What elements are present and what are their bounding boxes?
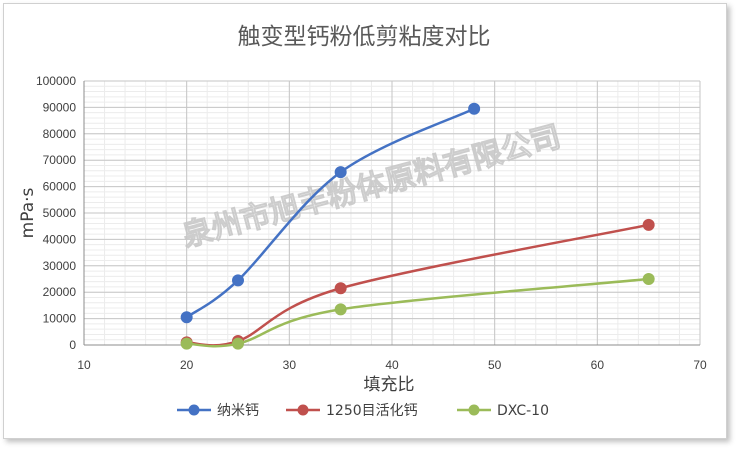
x-tick-label: 20 xyxy=(180,358,194,372)
y-tick-label: 80000 xyxy=(43,127,77,141)
y-tick-labels: 0 10000 20000 30000 40000 50000 60000 70000 8000… xyxy=(36,74,76,352)
data-point xyxy=(232,337,244,350)
data-point xyxy=(642,273,655,285)
series-0 xyxy=(180,102,481,324)
y-tick-label: 60000 xyxy=(43,180,77,194)
y-axis-title: mPa·s xyxy=(18,187,38,238)
y-tick-label: 90000 xyxy=(43,100,77,114)
y-tick-label: 50000 xyxy=(43,206,77,220)
legend-label: 纳米钙 xyxy=(217,403,259,419)
data-point xyxy=(180,337,193,350)
legend-swatch-marker xyxy=(188,404,200,416)
x-tick-label: 40 xyxy=(385,358,399,372)
x-axis-title: 填充比 xyxy=(364,375,415,395)
y-tick-label: 30000 xyxy=(43,259,77,273)
y-tick-label: 20000 xyxy=(43,285,77,299)
legend-item: 纳米钙 xyxy=(177,403,259,419)
x-tick-label: 30 xyxy=(283,358,297,372)
legend-label: DXC-10 xyxy=(497,403,549,419)
x-tick-label: 70 xyxy=(693,358,707,372)
data-point xyxy=(180,311,193,324)
chart-frame xyxy=(3,3,727,439)
x-tick-label: 60 xyxy=(591,358,605,372)
series-line xyxy=(185,107,475,319)
legend-label: 1250目活化钙 xyxy=(326,403,418,419)
y-tick-label: 10000 xyxy=(43,312,77,326)
x-tick-labels: 10 20 30 40 50 60 70 xyxy=(77,358,707,372)
grid-lines xyxy=(83,80,701,346)
y-tick-label: 40000 xyxy=(43,232,77,246)
legend-swatch-marker xyxy=(297,404,309,416)
y-tick-label: 70000 xyxy=(43,153,77,167)
legend-swatch-marker xyxy=(468,404,480,416)
data-point xyxy=(334,282,347,295)
x-tick-label: 50 xyxy=(488,358,502,372)
y-tick-label: 0 xyxy=(69,338,76,352)
series-2 xyxy=(180,273,655,350)
chart-title: 触变型钙粉低剪粘度对比 xyxy=(238,24,491,50)
data-point xyxy=(642,218,655,231)
x-tick-label: 10 xyxy=(77,358,91,372)
legend-item: 1250目活化钙 xyxy=(286,403,418,419)
series-line xyxy=(186,277,649,348)
data-point xyxy=(334,303,347,316)
data-point xyxy=(232,274,244,287)
data-point xyxy=(334,166,347,179)
legend-item: DXC-10 xyxy=(457,403,549,419)
data-point xyxy=(468,102,481,115)
data-series xyxy=(180,102,655,350)
y-tick-label: 100000 xyxy=(36,74,76,88)
legend: 纳米钙 1250目活化钙 DXC-10 xyxy=(177,403,549,419)
